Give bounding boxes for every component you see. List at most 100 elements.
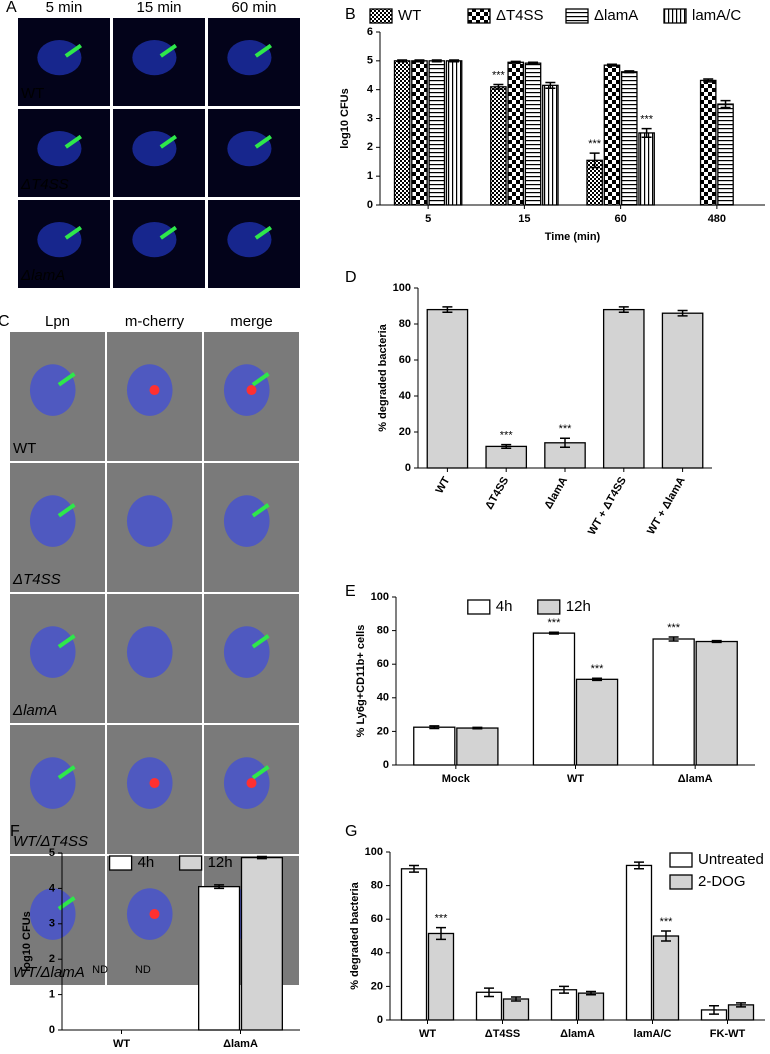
x-tick-label: WT + ΔlamA xyxy=(645,475,688,537)
bar xyxy=(652,935,680,1021)
x-tick-label: FK-WT xyxy=(710,1028,746,1040)
y-tick-label: 100 xyxy=(365,846,383,858)
y-tick-label: 20 xyxy=(377,725,389,737)
error-bar xyxy=(493,83,504,90)
error-bar xyxy=(528,61,539,65)
bar-annotation: *** xyxy=(559,423,573,435)
y-tick-label: 0 xyxy=(383,759,389,771)
bacterium xyxy=(57,503,76,518)
panel-label: G xyxy=(345,823,357,840)
error-bar xyxy=(634,861,644,870)
x-axis-label: Time (min) xyxy=(545,231,601,243)
bar xyxy=(400,868,428,1021)
legend-label: 12h xyxy=(566,598,591,615)
nucleus xyxy=(29,626,76,678)
error-bar xyxy=(431,59,442,63)
column-header: Lpn xyxy=(45,313,70,330)
error-bar xyxy=(548,631,559,635)
y-tick-label: 3 xyxy=(367,112,373,124)
x-tick-label: WT xyxy=(419,1028,436,1040)
legend-swatch xyxy=(369,8,393,24)
x-tick-label: 60 xyxy=(615,213,627,225)
bar xyxy=(502,998,530,1021)
x-tick-label: WT + ΔT4SS xyxy=(586,475,629,537)
legend-swatch xyxy=(108,855,133,871)
error-bar xyxy=(592,677,603,682)
bacterium xyxy=(251,372,270,387)
y-tick-label: 5 xyxy=(49,847,55,859)
error-bar xyxy=(677,309,688,317)
error-bar xyxy=(397,59,408,63)
error-bar xyxy=(703,78,714,83)
bar xyxy=(603,64,621,206)
bacterium xyxy=(159,134,178,149)
x-tick-label: WT xyxy=(567,773,584,785)
nucleus xyxy=(227,222,272,258)
bar-annotation: *** xyxy=(548,617,562,629)
bacterium xyxy=(57,634,76,649)
y-tick-label: 80 xyxy=(371,880,383,892)
y-axis-label: % degraded bacteria xyxy=(349,881,361,989)
bar xyxy=(411,60,428,206)
column-header: 5 min xyxy=(46,0,83,16)
error-bar xyxy=(559,985,569,994)
x-tick-label: Mock xyxy=(442,773,471,785)
legend-label: ΔlamA xyxy=(594,7,638,24)
nucleus xyxy=(126,495,173,547)
x-tick-label: ΔlamA xyxy=(223,1038,258,1049)
y-axis-label: log10 CFUs xyxy=(21,911,33,972)
bar xyxy=(652,638,695,766)
y-tick-label: 40 xyxy=(371,947,383,959)
nucleus xyxy=(223,626,270,678)
bar xyxy=(717,103,734,206)
y-tick-label: 1 xyxy=(49,989,55,1001)
nucleus xyxy=(37,40,82,76)
bar xyxy=(240,856,283,1031)
bar xyxy=(427,932,455,1021)
y-tick-label: 3 xyxy=(49,918,55,930)
x-tick-label: ΔlamA xyxy=(542,475,570,511)
nucleus xyxy=(223,495,270,547)
y-axis-label: % Ly6g+CD11b+ cells xyxy=(355,625,367,738)
nucleus xyxy=(29,757,76,809)
nucleus xyxy=(132,40,177,76)
bar-annotation: ND xyxy=(92,964,108,976)
row-label: WT/ΔT4SS xyxy=(13,833,88,850)
mcherry xyxy=(149,909,160,920)
y-tick-label: 60 xyxy=(377,658,389,670)
nucleus xyxy=(29,888,76,940)
x-tick-label: 480 xyxy=(708,213,726,225)
bacterium xyxy=(57,372,76,387)
bar xyxy=(445,60,463,206)
nucleus xyxy=(29,495,76,547)
y-tick-label: 20 xyxy=(371,980,383,992)
error-bar xyxy=(661,930,671,942)
error-bar xyxy=(501,443,512,449)
legend-label: WT xyxy=(398,7,421,24)
x-tick-label: 15 xyxy=(518,213,530,225)
row-label: ΔT4SS xyxy=(20,176,69,193)
error-bar xyxy=(624,70,635,74)
error-bar xyxy=(484,987,494,998)
error-bar xyxy=(414,59,425,63)
panel-label: B xyxy=(345,6,356,23)
bar xyxy=(393,60,411,206)
y-tick-label: 0 xyxy=(367,199,373,211)
bacterium xyxy=(254,225,273,240)
error-bar xyxy=(618,306,629,314)
error-bar xyxy=(586,990,596,996)
bacterium xyxy=(64,43,83,58)
error-bar xyxy=(545,81,556,89)
error-bar xyxy=(442,306,453,314)
column-header: 60 min xyxy=(231,0,276,16)
bacterium xyxy=(159,43,178,58)
mcherry xyxy=(149,778,160,789)
row-label: WT xyxy=(13,440,36,457)
bar xyxy=(426,308,469,469)
bar xyxy=(661,312,704,469)
y-tick-label: 4 xyxy=(367,84,374,96)
bar xyxy=(699,79,717,206)
y-tick-label: 40 xyxy=(399,390,411,402)
panel-label: D xyxy=(345,269,357,286)
